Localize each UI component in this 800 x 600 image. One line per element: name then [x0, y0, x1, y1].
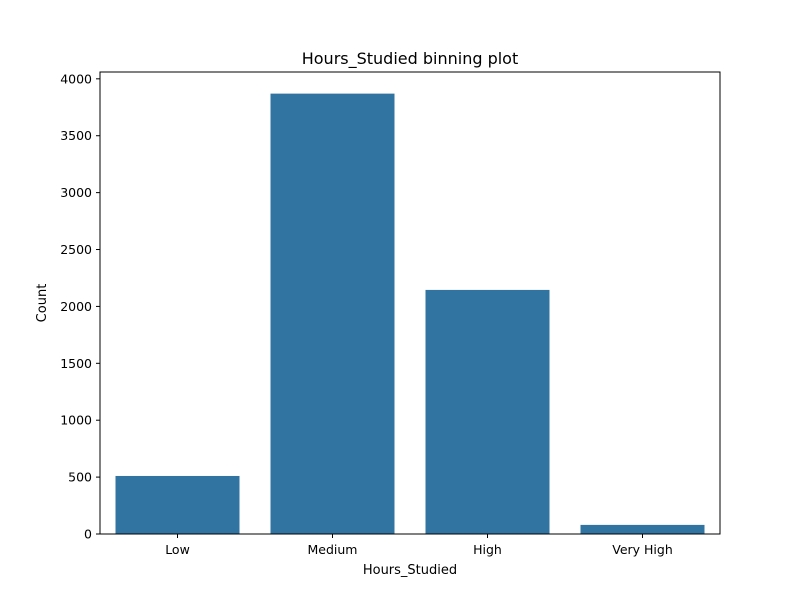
y-tick-label: 0: [84, 527, 92, 542]
x-axis-label: Hours_Studied: [363, 563, 457, 578]
bar-very-high: [580, 524, 705, 534]
y-axis-ticks: 0 500 1000 1500 2000 2500 3000 3500 4000: [60, 71, 100, 542]
y-tick-label: 1000: [60, 413, 92, 428]
bar-low: [115, 475, 240, 534]
y-tick-label: 4000: [60, 71, 92, 86]
y-tick-label: 3000: [60, 185, 92, 200]
chart-title: Hours_Studied binning plot: [302, 49, 519, 69]
x-tick-label: Very High: [612, 542, 673, 557]
x-axis-ticks: Low Medium High Very High: [165, 534, 673, 557]
bar-high: [425, 289, 550, 534]
x-tick-label: High: [473, 542, 502, 557]
y-tick-label: 3500: [60, 128, 92, 143]
y-tick-label: 1500: [60, 356, 92, 371]
y-axis-label: Count: [35, 284, 50, 323]
y-tick-label: 500: [68, 470, 92, 485]
x-tick-label: Low: [165, 542, 190, 557]
bar-medium: [270, 93, 395, 534]
x-tick-label: Medium: [308, 542, 358, 557]
plot-frame: [99, 71, 721, 535]
y-tick-label: 2500: [60, 242, 92, 257]
y-tick-label: 2000: [60, 299, 92, 314]
bars: [115, 93, 705, 534]
